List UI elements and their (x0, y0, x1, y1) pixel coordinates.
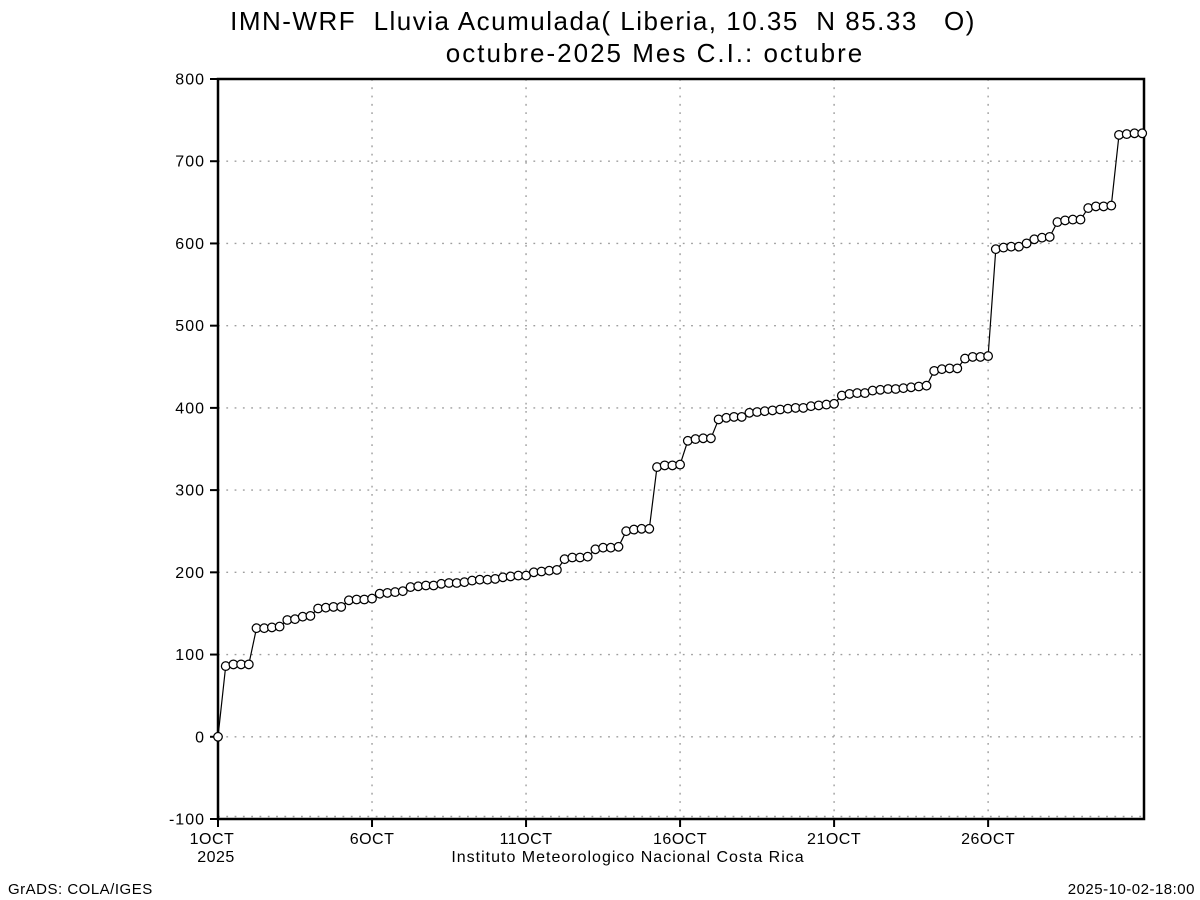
y-tick-label: 600 (175, 236, 205, 253)
rainfall-line (217, 132, 1143, 737)
footer-institute-label: Instituto Meteorologico Nacional Costa R… (451, 849, 805, 866)
data-point-marker (305, 610, 316, 621)
data-point-marker (1075, 214, 1086, 225)
y-tick-label: 200 (175, 565, 205, 582)
data-point-marker (336, 601, 347, 612)
x-tick-label: 6OCT (350, 831, 395, 848)
y-tick-label: 500 (175, 318, 205, 335)
grads-credit-label: GrADS: COLA/IGES (8, 881, 153, 898)
data-point-marker (243, 659, 254, 670)
data-point-marker (1137, 128, 1148, 139)
data-point-marker (1021, 238, 1032, 249)
data-point-marker (952, 363, 963, 374)
run-timestamp-label: 2025-10-02-18:00 (1067, 881, 1195, 898)
data-point-marker (551, 564, 562, 575)
x-tick-label: 16OCT (653, 831, 707, 848)
data-point-marker (736, 411, 747, 422)
y-tick-label: 300 (175, 483, 205, 500)
chart-title-line2: octubre-2025 Mes C.I.: octubre (445, 38, 865, 68)
data-point-marker (644, 523, 655, 534)
x-tick-label: 1OCT (190, 831, 235, 848)
y-tick-label: 100 (175, 647, 205, 664)
plot-border (216, 77, 1146, 821)
y-tick-label: 700 (175, 154, 205, 171)
data-point-marker (983, 351, 994, 362)
data-point-marker (705, 433, 716, 444)
x-tick-sublabel: 2025 (197, 849, 235, 866)
x-tick-label: 21OCT (807, 831, 861, 848)
y-tick-label: -100 (169, 812, 205, 829)
data-point-marker (397, 586, 408, 597)
y-tick-label: 0 (195, 729, 205, 746)
data-point-marker (829, 398, 840, 409)
y-tick-label: 800 (175, 72, 205, 89)
y-tick-label: 400 (175, 400, 205, 417)
data-point-marker (274, 621, 285, 632)
data-point-marker (921, 380, 932, 391)
data-point-marker (613, 541, 624, 552)
x-tick-label: 26OCT (961, 831, 1015, 848)
data-point-marker (367, 593, 377, 604)
x-tick-label: 11OCT (500, 831, 553, 848)
data-point-marker (675, 459, 686, 470)
chart-title-line1: IMN-WRF Lluvia Acumulada( Liberia, 10.35… (230, 6, 976, 36)
data-point-marker (582, 551, 593, 562)
data-point-marker (213, 731, 223, 742)
data-point-marker (1044, 231, 1055, 242)
data-point-marker (1106, 200, 1117, 211)
